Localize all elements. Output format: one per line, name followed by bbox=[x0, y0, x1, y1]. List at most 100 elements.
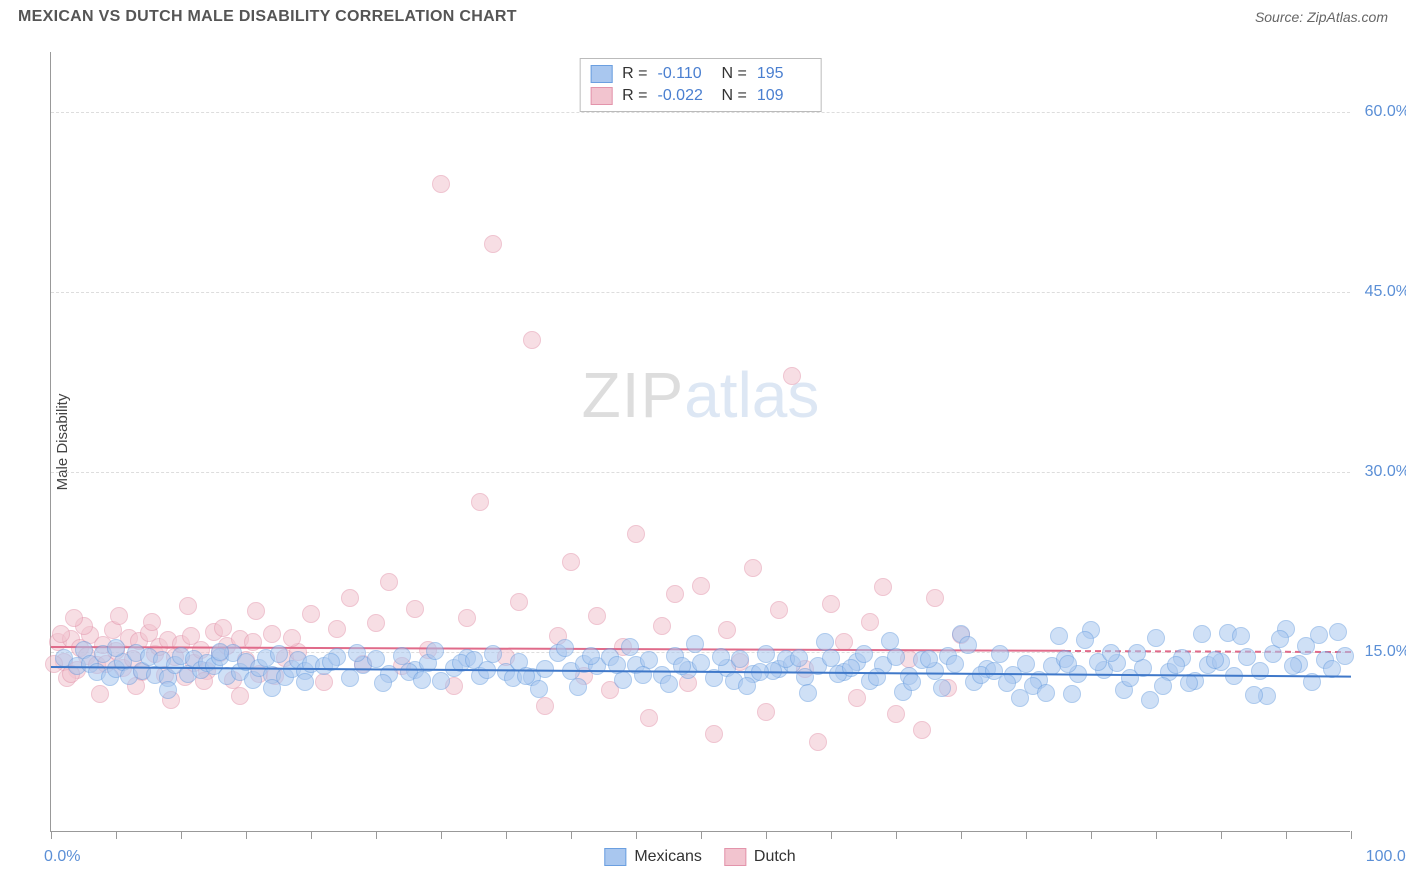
dutch-point bbox=[263, 625, 281, 643]
mexicans-point bbox=[1245, 686, 1263, 704]
dutch-point bbox=[783, 367, 801, 385]
mexicans-point bbox=[1128, 644, 1146, 662]
bottom-legend: MexicansDutch bbox=[604, 848, 795, 866]
mexicans-point bbox=[634, 666, 652, 684]
mexicans-point bbox=[946, 655, 964, 673]
mexicans-point bbox=[686, 635, 704, 653]
x-axis-max-label: 100.0% bbox=[1366, 848, 1406, 866]
x-tick bbox=[116, 831, 117, 839]
mexicans-point bbox=[1147, 629, 1165, 647]
x-tick bbox=[1221, 831, 1222, 839]
x-tick bbox=[51, 831, 52, 839]
mexicans-point bbox=[621, 638, 639, 656]
mexicans-point bbox=[712, 648, 730, 666]
dutch-point bbox=[341, 589, 359, 607]
mexicans-point bbox=[887, 648, 905, 666]
r-label: R = bbox=[622, 65, 647, 83]
mexicans-point bbox=[426, 642, 444, 660]
watermark-zip: ZIP bbox=[582, 359, 685, 431]
mexicans-point bbox=[991, 645, 1009, 663]
dutch-point bbox=[302, 605, 320, 623]
chart-title: MEXICAN VS DUTCH MALE DISABILITY CORRELA… bbox=[18, 8, 517, 26]
legend-item: Dutch bbox=[724, 848, 796, 866]
mexicans-point bbox=[1180, 674, 1198, 692]
mexicans-point bbox=[790, 649, 808, 667]
y-tick-label: 45.0% bbox=[1365, 283, 1406, 301]
dutch-point bbox=[861, 613, 879, 631]
mexicans-point bbox=[1297, 637, 1315, 655]
x-tick bbox=[246, 831, 247, 839]
dutch-point bbox=[848, 689, 866, 707]
mexicans-point bbox=[1050, 627, 1068, 645]
mexicans-point bbox=[933, 679, 951, 697]
x-tick bbox=[571, 831, 572, 839]
dutch-point bbox=[757, 703, 775, 721]
mexicans-point bbox=[959, 636, 977, 654]
legend-swatch bbox=[590, 87, 612, 105]
x-tick bbox=[1351, 831, 1352, 839]
mexicans-point bbox=[348, 644, 366, 662]
mexicans-point bbox=[367, 650, 385, 668]
mexicans-point bbox=[270, 645, 288, 663]
x-tick bbox=[506, 831, 507, 839]
legend-label: Dutch bbox=[754, 848, 796, 866]
dutch-point bbox=[143, 613, 161, 631]
mexicans-point bbox=[296, 673, 314, 691]
dutch-point bbox=[247, 602, 265, 620]
dutch-point bbox=[471, 493, 489, 511]
r-value: -0.022 bbox=[658, 87, 712, 105]
mexicans-point bbox=[530, 680, 548, 698]
mexicans-point bbox=[1102, 644, 1120, 662]
x-tick bbox=[896, 831, 897, 839]
dutch-point bbox=[536, 697, 554, 715]
mexicans-point bbox=[731, 650, 749, 668]
x-tick bbox=[311, 831, 312, 839]
mexicans-point bbox=[393, 647, 411, 665]
mexicans-point bbox=[868, 668, 886, 686]
dutch-point bbox=[231, 687, 249, 705]
dutch-point bbox=[367, 614, 385, 632]
dutch-point bbox=[718, 621, 736, 639]
dutch-point bbox=[744, 559, 762, 577]
mexicans-point bbox=[107, 639, 125, 657]
mexicans-point bbox=[556, 639, 574, 657]
chart-header: MEXICAN VS DUTCH MALE DISABILITY CORRELA… bbox=[0, 0, 1406, 30]
dutch-point bbox=[214, 619, 232, 637]
stats-box: R =-0.110N =195R =-0.022N =109 bbox=[579, 58, 822, 112]
legend-swatch bbox=[590, 65, 612, 83]
dutch-point bbox=[874, 578, 892, 596]
x-tick bbox=[961, 831, 962, 839]
r-label: R = bbox=[622, 87, 647, 105]
mexicans-point bbox=[1037, 684, 1055, 702]
mexicans-point bbox=[211, 643, 229, 661]
mexicans-point bbox=[1206, 651, 1224, 669]
chart-area: Male Disability ZIPatlas R =-0.110N =195… bbox=[50, 52, 1350, 832]
mexicans-point bbox=[881, 632, 899, 650]
mexicans-point bbox=[855, 645, 873, 663]
gridline bbox=[51, 472, 1350, 473]
dutch-point bbox=[406, 600, 424, 618]
x-tick bbox=[181, 831, 182, 839]
scatter-plot: ZIPatlas R =-0.110N =195R =-0.022N =109 … bbox=[50, 52, 1350, 832]
dutch-point bbox=[562, 553, 580, 571]
dutch-point bbox=[523, 331, 541, 349]
dutch-point bbox=[692, 577, 710, 595]
dutch-point bbox=[510, 593, 528, 611]
mexicans-point bbox=[569, 678, 587, 696]
n-value: 109 bbox=[757, 87, 811, 105]
mexicans-point bbox=[1238, 648, 1256, 666]
dutch-point bbox=[91, 685, 109, 703]
dutch-point bbox=[315, 673, 333, 691]
mexicans-point bbox=[1271, 630, 1289, 648]
dutch-point bbox=[913, 721, 931, 739]
dutch-point bbox=[770, 601, 788, 619]
legend-swatch bbox=[724, 848, 746, 866]
dutch-point bbox=[926, 589, 944, 607]
x-tick bbox=[701, 831, 702, 839]
dutch-point bbox=[809, 733, 827, 751]
mexicans-point bbox=[1141, 691, 1159, 709]
dutch-point bbox=[432, 175, 450, 193]
mexicans-point bbox=[582, 647, 600, 665]
n-value: 195 bbox=[757, 65, 811, 83]
x-tick bbox=[636, 831, 637, 839]
